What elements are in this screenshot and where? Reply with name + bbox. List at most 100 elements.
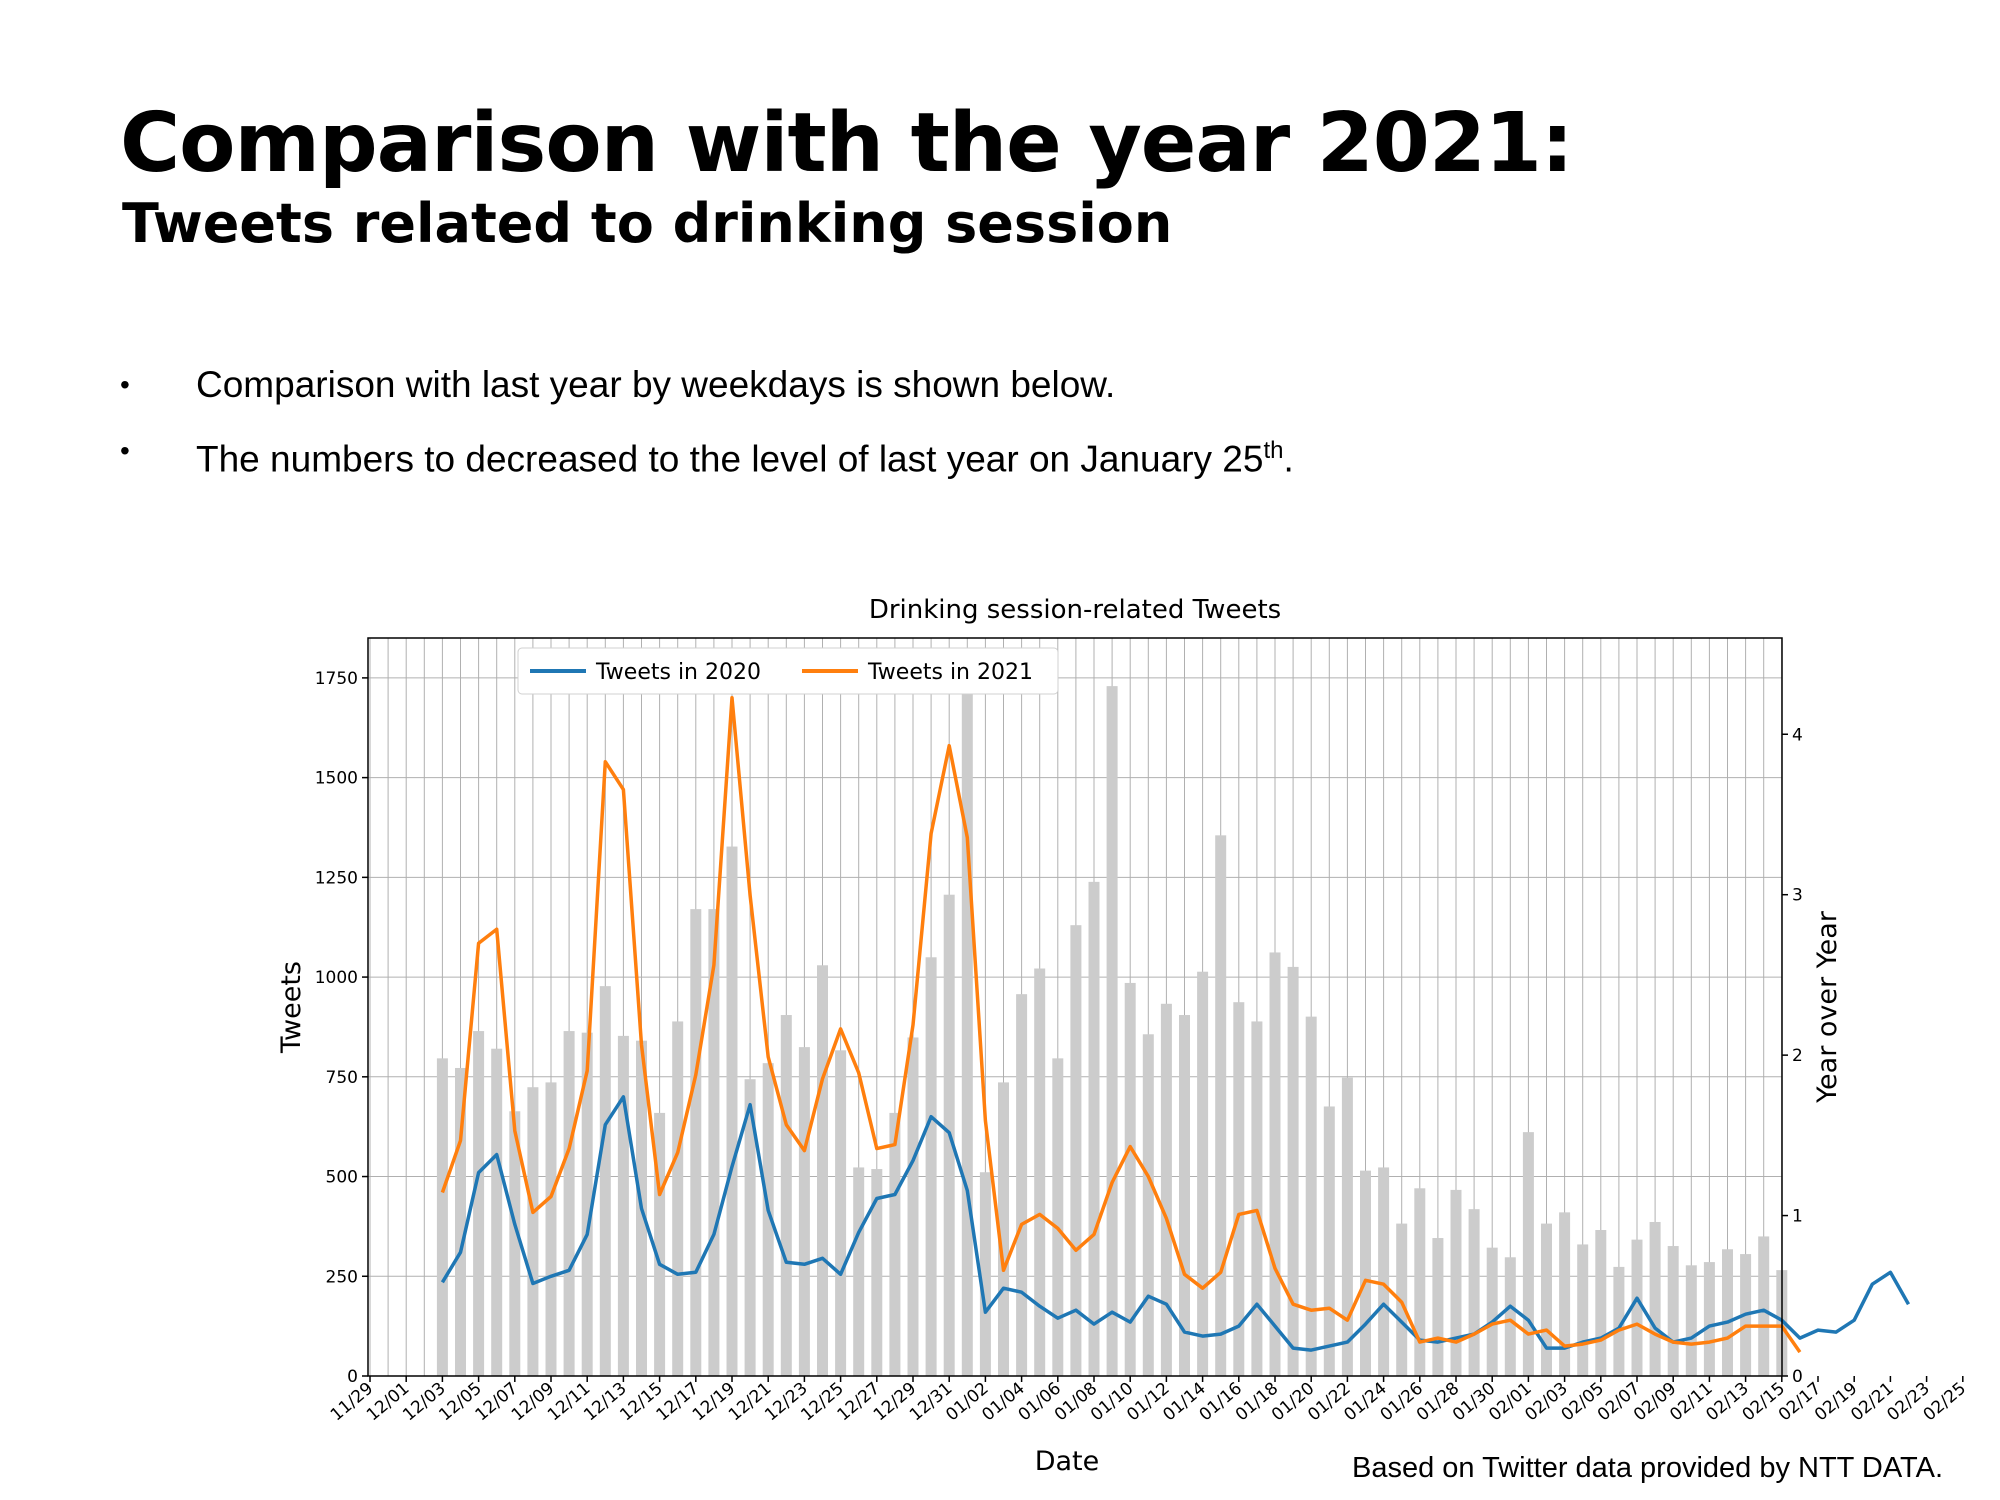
yoy-bar	[1287, 966, 1299, 1376]
yoy-bar	[563, 1031, 575, 1376]
yoy-bar	[1160, 1003, 1172, 1376]
yoy-bar	[545, 1082, 557, 1376]
yoy-bar	[744, 1079, 756, 1376]
legend: Tweets in 2020 Tweets in 2021	[517, 647, 1059, 695]
bullet-text: The numbers to decreased to the level of…	[196, 437, 1294, 480]
yoy-bar	[1269, 952, 1281, 1376]
yoy-bar	[1631, 1239, 1643, 1376]
yoy-bar	[1758, 1236, 1770, 1376]
yoy-bar	[599, 986, 611, 1376]
yoy-bar	[1649, 1221, 1661, 1376]
yoy-bar	[491, 1048, 503, 1376]
yoy-bar	[1360, 1170, 1371, 1376]
yoy-bar	[835, 1050, 847, 1376]
y2-tick-label: 1	[1792, 1207, 1803, 1227]
yoy-bar	[780, 1015, 792, 1376]
yoy-bar	[1124, 982, 1136, 1376]
yoy-bar	[1577, 1244, 1589, 1376]
yoy-bar	[1251, 1021, 1263, 1376]
yoy-bar	[871, 1169, 883, 1376]
yoy-bar	[1142, 1034, 1154, 1376]
y-tick-label: 750	[326, 1068, 358, 1088]
yoy-bar	[726, 846, 738, 1376]
y-tick-label: 0	[347, 1367, 358, 1387]
yoy-bar	[1088, 881, 1100, 1376]
y-tick-label: 1000	[315, 968, 358, 988]
yoy-bar	[436, 1058, 448, 1376]
y2-tick-label: 0	[1792, 1367, 1803, 1387]
yoy-bar	[455, 1067, 466, 1376]
yoy-bar	[1450, 1189, 1462, 1376]
y-tick-label: 1500	[315, 769, 358, 789]
yoy-bar	[1414, 1188, 1426, 1376]
x-tick-label: 02/25	[1920, 1379, 1970, 1426]
yoy-bar	[925, 957, 937, 1376]
yoy-bar	[1034, 968, 1046, 1376]
ordinal-suffix: th	[1263, 437, 1284, 464]
y2-tick-label: 3	[1792, 886, 1803, 906]
y-tick-label: 500	[326, 1168, 358, 1188]
y-axis-label: Tweets	[276, 961, 307, 1054]
yoy-bar	[798, 1047, 810, 1376]
yoy-bar	[907, 1037, 919, 1376]
series-line-2020	[440, 1095, 1911, 1352]
yoy-bar	[762, 1063, 774, 1376]
yoy-bar	[1378, 1167, 1390, 1376]
yoy-bar	[1722, 1249, 1733, 1376]
bullet-dot: •	[120, 369, 130, 400]
yoy-bar	[1016, 994, 1028, 1376]
yoy-bar	[853, 1167, 865, 1376]
x-axis-label: Date	[1035, 1446, 1100, 1477]
yoy-bar	[1341, 1077, 1353, 1376]
y2-tick-label: 2	[1792, 1046, 1803, 1066]
series-line-2021	[440, 696, 1802, 1354]
yoy-bar	[509, 1111, 521, 1376]
yoy-bar	[979, 1172, 991, 1376]
yoy-bar	[1685, 1265, 1697, 1376]
yoy-bar	[961, 686, 973, 1376]
yoy-bar	[1052, 1058, 1064, 1376]
yoy-bar	[1703, 1262, 1715, 1376]
yoy-bar	[1179, 1015, 1190, 1376]
yoy-bar	[817, 965, 828, 1376]
yoy-bar	[1215, 835, 1227, 1376]
yoy-bar	[1613, 1266, 1625, 1376]
source-note: Based on Twitter data provided by NTT DA…	[1352, 1452, 1944, 1484]
yoy-bar	[1432, 1238, 1444, 1376]
slide-subtitle: Tweets related to drinking session	[122, 192, 1173, 255]
yoy-bar	[1522, 1132, 1534, 1376]
legend-label: Tweets in 2020	[595, 660, 761, 685]
yoy-bar	[1106, 686, 1118, 1376]
yoy-bar	[581, 1032, 593, 1376]
yoy-bar	[1486, 1247, 1498, 1376]
yoy-bar	[1504, 1257, 1516, 1376]
yoy-bar	[1559, 1212, 1571, 1376]
yoy-bar	[889, 1112, 901, 1376]
yoy-bar	[527, 1087, 539, 1376]
yoy-bar	[473, 1031, 485, 1376]
yoy-bar	[672, 1021, 684, 1376]
yoy-bar	[617, 1035, 629, 1376]
yoy-bar	[998, 1082, 1009, 1376]
slide-title: Comparison with the year 2021:	[120, 96, 1574, 191]
plot-frame	[367, 637, 1783, 1377]
y-tick-label: 250	[326, 1267, 358, 1287]
y-tick-label: 1750	[315, 669, 358, 689]
legend-box	[517, 647, 1059, 695]
y-tick-label: 1250	[315, 868, 358, 888]
yoy-bar	[1305, 1016, 1317, 1376]
yoy-bar	[1323, 1106, 1335, 1376]
bullet-text: Comparison with last year by weekdays is…	[196, 364, 1116, 405]
yoy-bar	[1541, 1223, 1552, 1376]
chart-title: Drinking session-related Tweets	[869, 595, 1281, 625]
bullet-dot: •	[120, 435, 130, 466]
yoy-bar	[1070, 925, 1082, 1376]
yoy-bar	[1468, 1209, 1480, 1376]
yoy-bar	[1595, 1230, 1607, 1376]
yoy-bar	[1233, 1002, 1245, 1376]
y2-axis-label: Year over Year	[1812, 910, 1843, 1104]
yoy-bar	[708, 909, 720, 1376]
yoy-bar	[654, 1112, 666, 1376]
yoy-bar	[690, 909, 702, 1376]
